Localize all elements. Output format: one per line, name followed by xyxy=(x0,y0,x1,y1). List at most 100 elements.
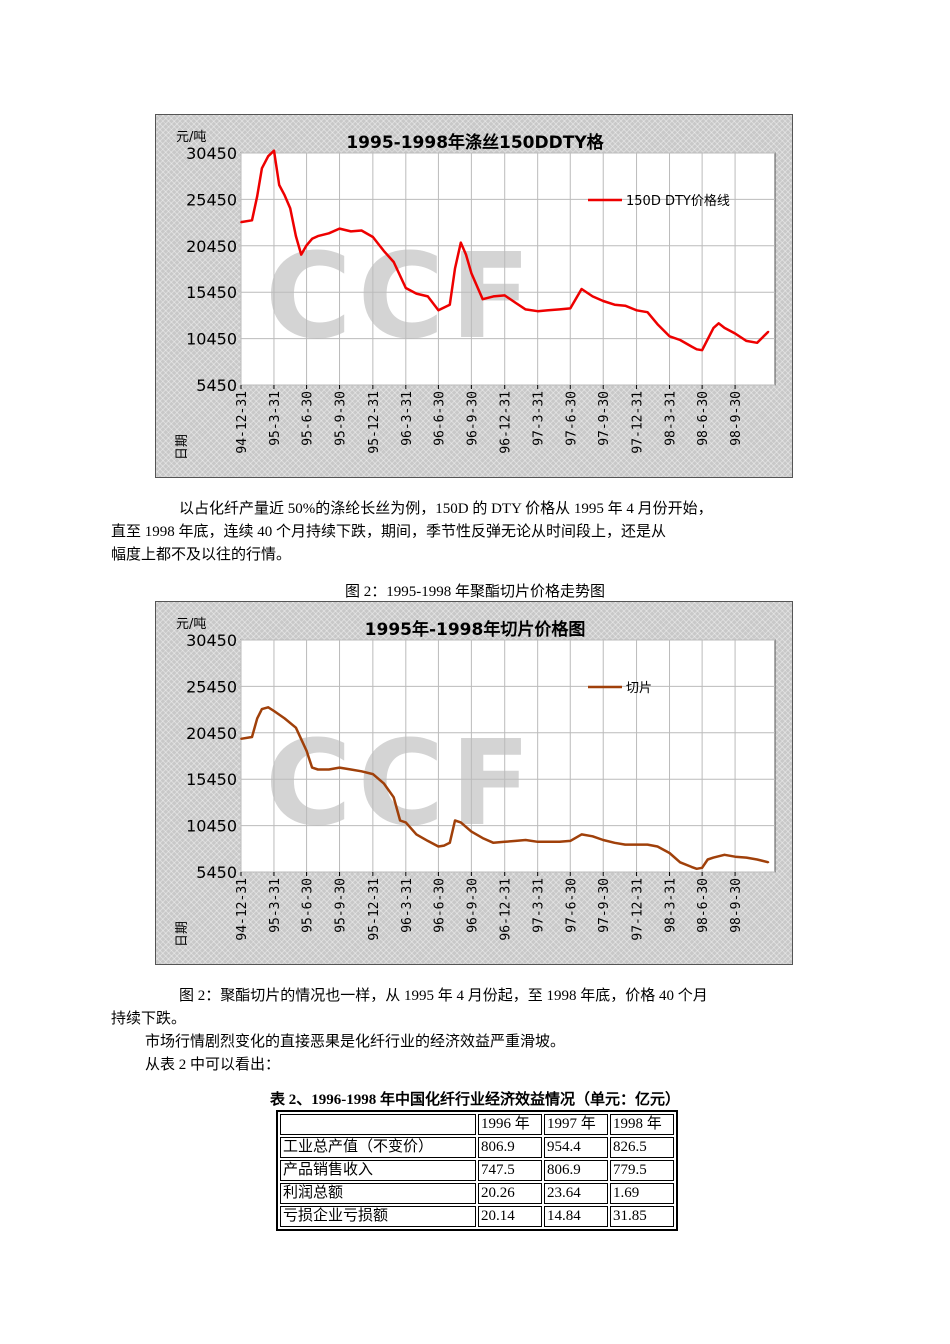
data-point xyxy=(459,241,462,244)
data-point xyxy=(547,840,550,843)
data-point xyxy=(613,303,616,306)
data-point xyxy=(580,288,583,290)
data-point xyxy=(273,710,275,712)
paragraph-2: 图 2：聚酯切片的情况也一样，从 1995 年 4 月份起，至 1998 年底，… xyxy=(111,985,795,1077)
watermark: CCF xyxy=(265,714,537,852)
data-point xyxy=(492,295,495,298)
paragraph-1-line-1: 以占化纤产量近 50%的涤纶长丝为例，150D 的 DTY 价格从 1995 年… xyxy=(179,501,713,517)
data-point xyxy=(690,865,693,868)
data-point xyxy=(470,272,473,275)
chart-title: 1995年-1998年切片价格图 xyxy=(365,619,586,640)
table-cell: 20.14 xyxy=(478,1206,542,1227)
data-point xyxy=(706,858,709,861)
y-tick-label: 10450 xyxy=(186,330,237,349)
table-row: 工业总产值（不变价） 806.9 954.4 826.5 xyxy=(280,1137,674,1158)
data-point xyxy=(260,167,263,170)
watermark: CCF xyxy=(265,227,537,365)
data-point xyxy=(289,207,292,210)
x-tick-label: 96-9-30 xyxy=(465,878,480,933)
data-point xyxy=(580,833,583,836)
data-point xyxy=(613,841,616,844)
paragraph-2-line-2: 持续下跌。 xyxy=(111,1011,187,1027)
data-point xyxy=(591,295,594,298)
x-tick-label: 97-12-31 xyxy=(631,878,646,941)
table-header-cell xyxy=(280,1114,476,1135)
y-tick-label: 5450 xyxy=(196,863,237,882)
data-point xyxy=(251,736,253,738)
data-point xyxy=(695,867,698,870)
y-unit-label: 元/吨 xyxy=(176,617,206,632)
y-tick-label: 15450 xyxy=(186,283,237,302)
dty-price-chart: 1995-1998年涤丝150DDTY格 元/吨 CCF 30450 25450 2045… xyxy=(155,114,793,478)
data-point xyxy=(547,309,550,312)
paragraph-4: 从表 2 中可以看出： xyxy=(145,1057,281,1073)
data-point xyxy=(717,322,720,325)
x-tick-label: 98-9-30 xyxy=(729,391,744,446)
plot-area xyxy=(240,152,776,386)
table-cell: 806.9 xyxy=(544,1160,608,1181)
table-row: 产品销售收入 747.5 806.9 779.5 xyxy=(280,1160,674,1181)
data-point xyxy=(338,766,341,769)
data-point xyxy=(635,309,638,312)
data-point xyxy=(646,843,649,846)
data-point xyxy=(701,349,704,352)
data-point xyxy=(524,308,527,311)
table-cell: 779.5 xyxy=(610,1160,674,1181)
data-point xyxy=(756,858,758,861)
x-tick-label: 96-12-31 xyxy=(499,391,514,454)
chip-price-chart-svg: 1995年-1998年切片价格图 元/吨 CCF 30450 25450 20450 154… xyxy=(175,617,776,947)
data-point xyxy=(668,335,671,338)
table-cell: 954.4 xyxy=(544,1137,608,1158)
data-point xyxy=(392,796,395,799)
data-point xyxy=(305,749,308,752)
data-point xyxy=(360,229,363,232)
x-tick-label: 95-12-31 xyxy=(367,391,382,454)
data-point xyxy=(712,327,715,329)
paragraph-2-line-1: 图 2：聚酯切片的情况也一样，从 1995 年 4 月份起，至 1998 年底，… xyxy=(179,988,708,1004)
data-point xyxy=(536,310,539,313)
data-point xyxy=(437,845,440,848)
dty-price-chart-svg: 1995-1998年涤丝150DDTY格 元/吨 CCF 30450 25450 2045… xyxy=(175,130,776,460)
data-point xyxy=(712,856,715,859)
data-point xyxy=(300,253,303,256)
data-point xyxy=(283,717,286,720)
data-point xyxy=(745,340,748,342)
x-tick-label: 96-3-31 xyxy=(400,391,415,446)
data-point xyxy=(448,841,451,844)
x-tick-label: 97-12-31 xyxy=(631,391,646,454)
data-point xyxy=(283,194,286,197)
data-point xyxy=(624,304,627,307)
table-cell: 工业总产值（不变价） xyxy=(280,1137,476,1158)
x-tick-label: 97-3-31 xyxy=(532,878,547,933)
data-point xyxy=(328,232,330,235)
y-tick-label: 30450 xyxy=(186,144,237,163)
x-tick-label: 97-9-30 xyxy=(597,878,612,933)
data-point xyxy=(311,766,314,769)
data-point xyxy=(251,219,253,222)
data-point xyxy=(569,307,572,310)
x-tick-label: 98-6-30 xyxy=(696,878,711,933)
data-point xyxy=(470,830,473,833)
data-point xyxy=(437,309,440,312)
data-point xyxy=(360,770,363,773)
data-point xyxy=(404,821,407,824)
y-tick-label: 5450 xyxy=(196,376,237,395)
x-tick-label: 97-3-31 xyxy=(532,391,547,446)
x-tick-label: 97-6-30 xyxy=(564,878,579,933)
data-point xyxy=(240,737,242,740)
x-tick-label: 94-12-31 xyxy=(235,878,250,941)
data-point xyxy=(514,840,517,842)
data-point xyxy=(569,840,572,842)
table-cell: 806.9 xyxy=(478,1137,542,1158)
data-point xyxy=(602,300,605,302)
table-header-row: 1996 年 1997 年 1998 年 xyxy=(280,1114,674,1135)
data-point xyxy=(267,706,270,709)
data-point xyxy=(723,327,726,329)
paragraph-3: 市场行情剧烈变化的直接恶果是化纤行业的经济效益严重滑坡。 xyxy=(145,1034,566,1050)
data-point xyxy=(668,852,671,854)
data-point xyxy=(349,768,352,771)
x-tick-label: 94-12-31 xyxy=(235,391,250,454)
table-cell: 31.85 xyxy=(610,1206,674,1227)
table-header-cell: 1996 年 xyxy=(478,1114,542,1135)
data-point xyxy=(454,819,456,822)
